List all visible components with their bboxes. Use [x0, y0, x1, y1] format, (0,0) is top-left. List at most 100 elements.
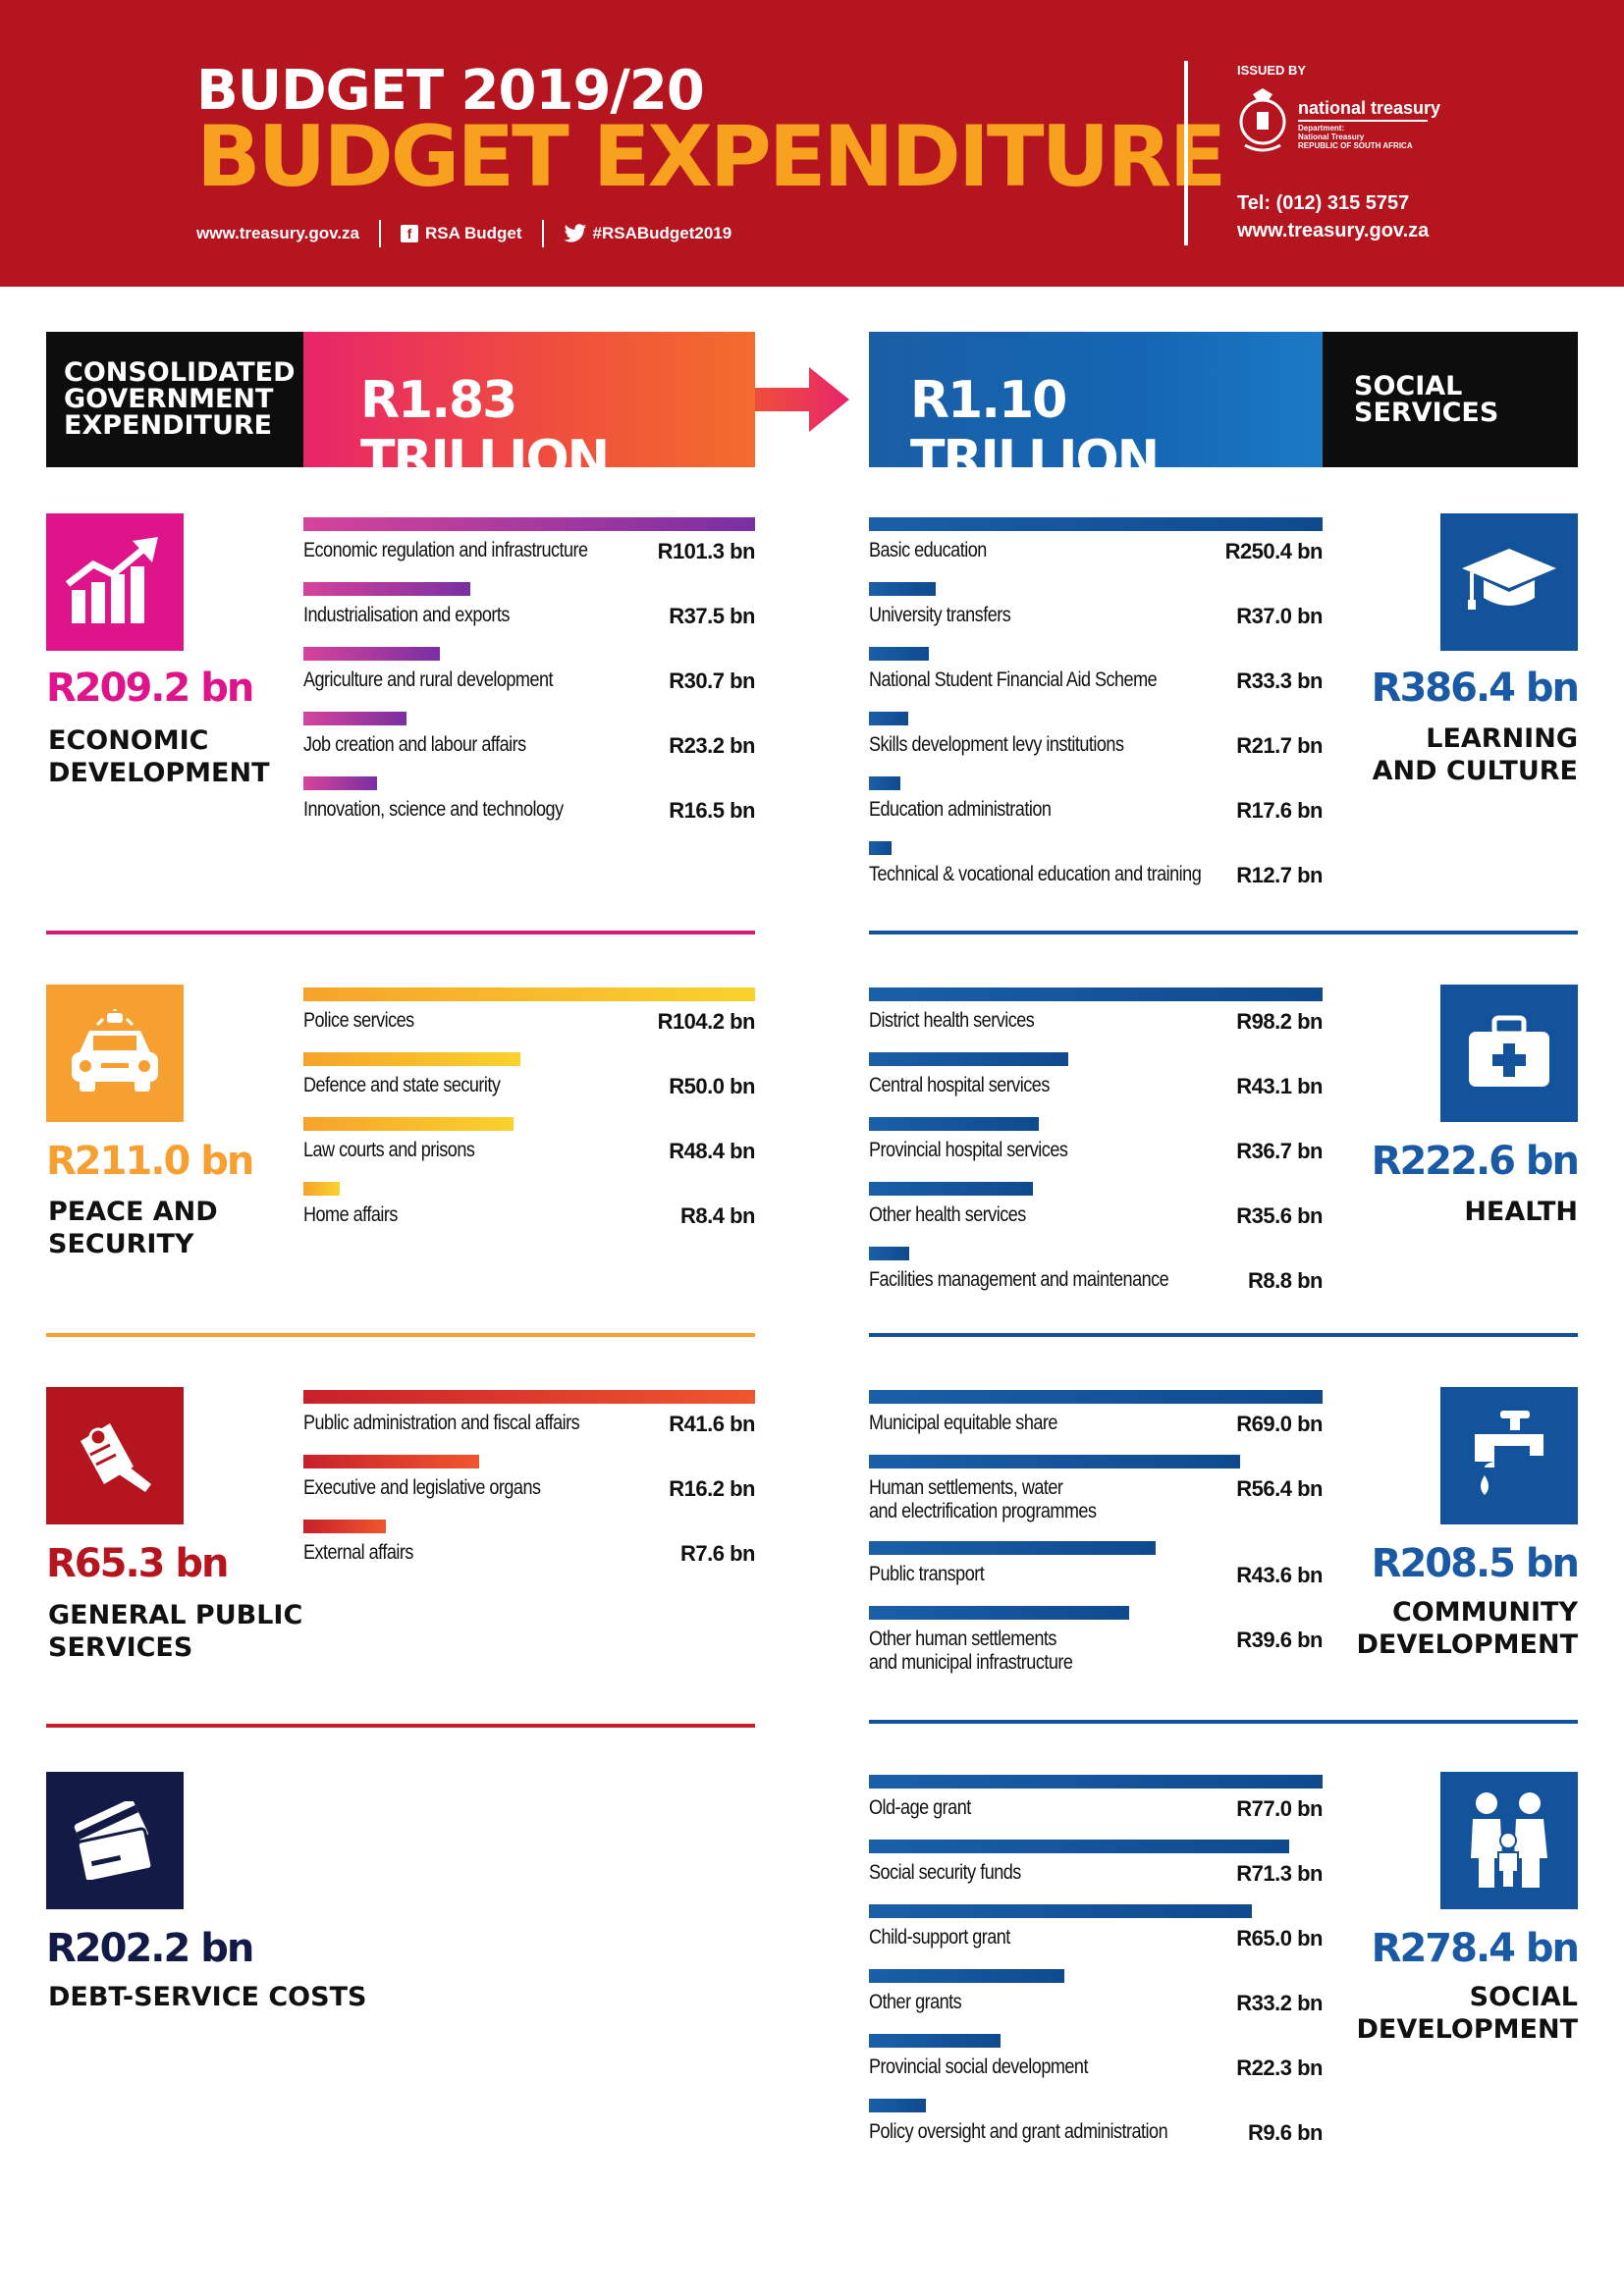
expenditure-bar — [303, 988, 755, 1001]
expenditure-value: R43.6 bn — [1236, 1563, 1323, 1587]
expenditure-bar — [869, 1182, 1033, 1196]
expenditure-bar — [869, 1455, 1240, 1468]
expenditure-bar — [869, 988, 1323, 1001]
expenditure-label: National Student Financial Aid Scheme — [869, 668, 1158, 691]
treasury-underline — [1298, 120, 1428, 122]
expenditure-bar — [303, 1182, 340, 1196]
expenditure-value: R16.2 bn — [669, 1476, 755, 1501]
expenditure-bar — [303, 582, 470, 596]
expenditure-value: R104.2 bn — [657, 1009, 756, 1034]
website-link-2[interactable]: www.treasury.gov.za — [1237, 220, 1430, 241]
expenditure-value: R35.6 bn — [1236, 1203, 1323, 1228]
expenditure-bar — [869, 517, 1323, 531]
expenditure-item: Innovation, science and technology R16.5 … — [303, 776, 755, 835]
expenditure-bar — [869, 1117, 1039, 1131]
expenditure-bar — [303, 1117, 514, 1131]
expenditure-value: R22.3 bn — [1236, 2056, 1323, 2080]
arrow-right-icon — [755, 367, 849, 432]
expenditure-item: Agriculture and rural development R30.7 b… — [303, 647, 755, 706]
social-services-label: SOCIAL SERVICES — [1323, 332, 1578, 467]
social-amount: R278.4 bn — [1371, 1926, 1580, 1971]
twitter-hashtag[interactable]: #RSABudget2019 — [592, 224, 732, 242]
expenditure-value: R56.4 bn — [1236, 1476, 1323, 1501]
expenditure-label: Provincial social development — [869, 2056, 1088, 2078]
health-icon-box — [1440, 985, 1578, 1122]
expenditure-bar — [303, 517, 755, 531]
header-links: www.treasury.gov.za f RSA Budget #RSABud… — [196, 220, 731, 247]
debt-name: DEBT-SERVICE COSTS — [48, 1982, 367, 2012]
twitter-icon — [564, 224, 586, 242]
debt-icon-box — [46, 1772, 184, 1909]
link-divider — [378, 220, 381, 247]
expenditure-bar — [303, 1455, 479, 1468]
expenditure-label: Facilities management and maintenance — [869, 1268, 1169, 1291]
facebook-icon: f — [400, 225, 418, 242]
expenditure-item: Social security funds R71.3 bn — [869, 1840, 1323, 1898]
community-name: COMMUNITY DEVELOPMENT — [1356, 1597, 1578, 1660]
expenditure-item: Basic education R250.4 bn — [869, 517, 1324, 576]
learning-icon-box — [1440, 513, 1578, 651]
budget-expenditure-title: BUDGET EXPENDITURE — [196, 108, 1226, 206]
section-divider — [46, 1724, 755, 1728]
expenditure-value: R33.2 bn — [1236, 1991, 1323, 2015]
header-divider — [1184, 61, 1188, 245]
expenditure-bar — [869, 647, 929, 661]
expenditure-label: Job creation and labour affairs — [303, 733, 526, 756]
water-tap-icon — [1475, 1411, 1543, 1495]
first-aid-kit-icon — [1469, 1015, 1549, 1087]
expenditure-item: University transfers R37.0 bn — [869, 582, 1323, 641]
expenditure-label: Child-support grant — [869, 1926, 1010, 1949]
community-icon-box — [1440, 1387, 1578, 1524]
expenditure-item: Executive and legislative organs R16.2 bn — [303, 1455, 755, 1514]
expenditure-value: R41.6 bn — [669, 1412, 755, 1436]
expenditure-item: Skills development levy institutions R21.… — [869, 712, 1323, 771]
expenditure-value: R77.0 bn — [1236, 1796, 1323, 1821]
expenditure-item: Education administration R17.6 bn — [869, 776, 1323, 835]
economic-name: ECONOMIC DEVELOPMENT — [48, 725, 270, 788]
expenditure-value: R17.6 bn — [1236, 798, 1323, 823]
expenditure-value: R71.3 bn — [1236, 1861, 1323, 1886]
expenditure-bar — [869, 582, 936, 596]
expenditure-label: Other grants — [869, 1991, 962, 2013]
expenditure-value: R48.4 bn — [669, 1139, 755, 1163]
website-link[interactable]: www.treasury.gov.za — [196, 224, 359, 242]
expenditure-label: Technical & vocational education and tra… — [869, 863, 1202, 885]
expenditure-bar — [869, 712, 908, 725]
expenditure-value: R50.0 bn — [669, 1074, 755, 1098]
section-divider — [869, 1720, 1578, 1724]
expenditure-value: R37.0 bn — [1236, 604, 1323, 628]
expenditure-label: Other human settlements and municipal inf… — [869, 1628, 1073, 1674]
expenditure-value: R98.2 bn — [1236, 1009, 1323, 1034]
expenditure-label: Defence and state security — [303, 1074, 501, 1096]
expenditure-bar — [869, 776, 900, 790]
expenditure-item: Home affairs R8.4 bn — [303, 1182, 755, 1241]
expenditure-value: R21.7 bn — [1236, 733, 1323, 758]
telephone: Tel: (012) 315 5757 — [1237, 192, 1410, 214]
expenditure-value: R250.4 bn — [1224, 539, 1324, 563]
section-divider — [46, 1333, 755, 1337]
budget-year-title: BUDGET 2019/20 — [196, 59, 705, 123]
expenditure-item: Public transport R43.6 bn — [869, 1541, 1323, 1600]
expenditure-item: District health services R98.2 bn — [869, 988, 1323, 1046]
expenditure-item: Central hospital services R43.1 bn — [869, 1052, 1323, 1111]
general-icon-box — [46, 1387, 184, 1524]
facebook-link[interactable]: RSA Budget — [424, 224, 522, 242]
signing-document-icon — [81, 1423, 151, 1492]
expenditure-bar — [303, 1390, 755, 1404]
expenditure-item: Public administration and fiscal affairs… — [303, 1390, 755, 1449]
expenditure-bar — [303, 647, 440, 661]
graduation-cap-icon — [1462, 549, 1556, 610]
expenditure-label: Home affairs — [303, 1203, 398, 1226]
treasury-name: national treasury — [1298, 98, 1441, 118]
growth-chart-icon — [65, 537, 158, 623]
expenditure-item: Law courts and prisons R48.4 bn — [303, 1117, 755, 1176]
expenditure-value: R8.4 bn — [680, 1203, 755, 1228]
expenditure-bar — [869, 2034, 1001, 2048]
expenditure-bar — [869, 1247, 909, 1260]
expenditure-value: R39.6 bn — [1236, 1628, 1323, 1652]
expenditure-label: Innovation, science and technology — [303, 798, 564, 821]
expenditure-item: Human settlements, water and electrificat… — [869, 1455, 1323, 1522]
consolidated-label: CONSOLIDATED GOVERNMENT EXPENDITURE — [46, 332, 303, 467]
expenditure-bar — [869, 1840, 1289, 1853]
health-name: HEALTH — [1464, 1197, 1578, 1227]
